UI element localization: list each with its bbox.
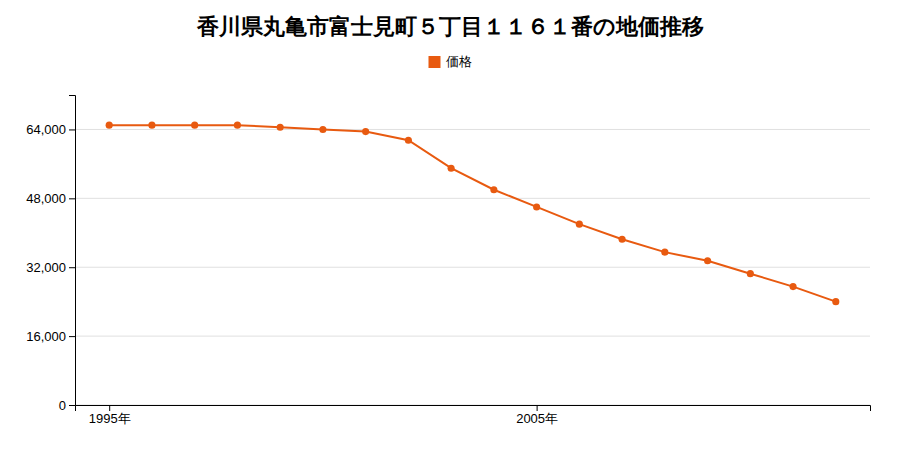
tick: 2005年 [516, 405, 558, 426]
point [405, 137, 412, 144]
legend-swatch [429, 56, 441, 68]
point [362, 128, 369, 135]
grid-line [75, 267, 870, 268]
grid-line [75, 336, 870, 337]
tick-mark [69, 336, 75, 337]
y-axis: 0 16,000 32,000 48,000 64,000 [26, 96, 75, 413]
point [277, 124, 284, 131]
point [234, 122, 241, 129]
grid [75, 129, 870, 405]
point [661, 249, 668, 256]
x-axis: 1995年 2005年 [76, 405, 871, 426]
title: 香川県丸亀市富士見町５丁目１１６１番の地価推移 [196, 14, 704, 39]
tick: 48,000 [26, 191, 75, 206]
grid-line [75, 129, 870, 130]
tick-mark [69, 129, 75, 130]
chart: 1995年 2005年 0 16,000 32,000 48,000 64,000 香川県丸亀… [0, 0, 900, 450]
point [148, 122, 155, 129]
point [704, 257, 711, 264]
point [576, 221, 583, 228]
point [747, 270, 754, 277]
tick-mark [109, 405, 110, 411]
tick: 1995年 [89, 405, 131, 426]
tick-label: 16,000 [26, 329, 66, 344]
tick: 0 [59, 398, 75, 413]
tick-label: 1995年 [89, 411, 131, 426]
point [448, 165, 455, 172]
marks [106, 122, 840, 306]
point [319, 126, 326, 133]
point [106, 122, 113, 129]
line [109, 125, 836, 302]
point [191, 122, 198, 129]
legend: 価格 [429, 54, 472, 69]
tick: 64,000 [26, 122, 75, 137]
tick-mark [69, 267, 75, 268]
tick-mark [537, 405, 538, 411]
axis-line [69, 96, 76, 406]
legend-label: 価格 [446, 54, 472, 69]
tick-mark [69, 198, 75, 199]
tick: 16,000 [26, 329, 75, 344]
tick-label: 64,000 [26, 122, 66, 137]
tick-label: 0 [59, 398, 66, 413]
plot-area: 1995年 2005年 0 16,000 32,000 48,000 64,000 [26, 96, 870, 427]
point [832, 298, 839, 305]
point [533, 203, 540, 210]
tick-label: 48,000 [26, 191, 66, 206]
tick-mark [69, 405, 75, 406]
tick: 32,000 [26, 260, 75, 275]
point [490, 186, 497, 193]
tick-label: 2005年 [516, 411, 558, 426]
tick-label: 32,000 [26, 260, 66, 275]
legend-item: 価格 [429, 54, 472, 69]
point [619, 236, 626, 243]
grid-line [75, 198, 870, 199]
point [789, 283, 796, 290]
axis-line [76, 406, 871, 412]
